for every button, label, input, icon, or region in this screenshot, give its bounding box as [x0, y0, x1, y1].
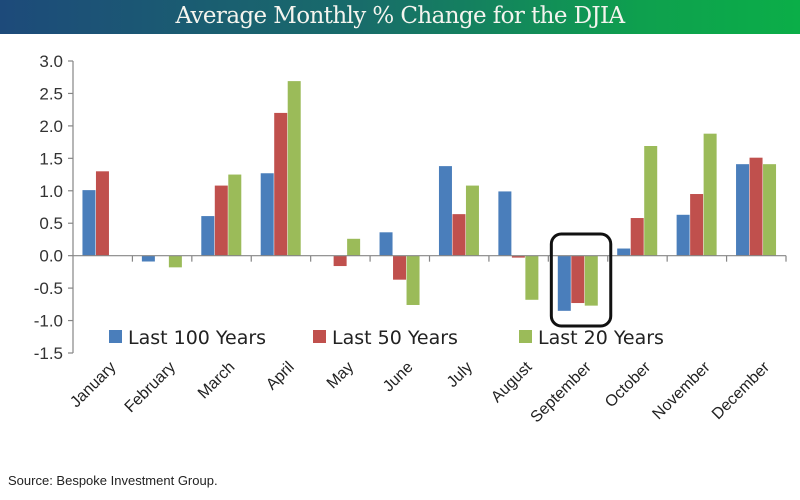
y-tick-label: 0.0: [39, 247, 63, 266]
y-tick-label: 2.5: [39, 84, 63, 103]
bar-last-100-years: [438, 166, 452, 256]
x-tick-label: June: [380, 359, 417, 396]
legend-swatch: [313, 330, 326, 343]
legend-label: Last 50 Years: [332, 327, 458, 349]
x-tick-label: May: [324, 359, 357, 392]
x-tick-label: December: [709, 358, 774, 423]
bar-last-100-years: [141, 255, 155, 262]
legend: Last 100 Years Last 50 Years Last 20 Years: [109, 327, 664, 349]
bar-last-100-years: [676, 214, 690, 256]
y-tick-label: 0.5: [39, 214, 63, 233]
bar-last-20-years: [525, 255, 539, 300]
bar-last-50-years: [690, 194, 704, 256]
x-tick-labels: January February March April May June July Augu…: [67, 358, 773, 426]
bar-last-20-years: [703, 133, 717, 256]
chart-title: Average Monthly % Change for the DJIA: [175, 3, 625, 29]
bar-last-50-years: [452, 214, 466, 256]
source-note: Source: Bespoke Investment Group.: [8, 473, 218, 488]
bar-last-20-years: [406, 255, 420, 305]
bar-last-20-years: [168, 255, 182, 268]
y-tick-label: 3.0: [39, 52, 63, 71]
y-tick-label: -1.0: [34, 312, 63, 331]
bar-last-50-years: [214, 185, 228, 256]
bar-last-100-years: [617, 248, 631, 256]
bar-last-20-years: [228, 174, 242, 256]
legend-label: Last 20 Years: [538, 327, 664, 349]
bar-last-20-years: [287, 81, 301, 256]
y-tick-label: 2.0: [39, 117, 63, 136]
legend-swatch: [519, 330, 532, 343]
bar-last-50-years: [511, 255, 525, 258]
bar-last-20-years: [584, 255, 598, 306]
bars: [82, 81, 777, 311]
bar-last-50-years: [95, 171, 109, 256]
y-tick-label: -1.5: [34, 344, 63, 363]
x-tick-label: April: [263, 359, 298, 394]
bar-last-100-years: [557, 255, 571, 311]
bar-last-50-years: [571, 255, 585, 304]
bar-last-50-years: [630, 218, 644, 256]
y-tick-label: 1.5: [39, 149, 63, 168]
bar-last-100-years: [736, 164, 750, 256]
x-axis: [73, 255, 787, 262]
x-tick-label: September: [528, 358, 596, 426]
y-axis: 3.0 2.5 2.0 1.5 1.0 0.5 0.0 -0.5 -1.0 -1.5: [34, 52, 74, 363]
highlight-box: [549, 232, 613, 328]
x-tick-label: February: [122, 359, 179, 416]
x-tick-label: November: [649, 358, 714, 423]
bar-last-100-years: [201, 216, 215, 256]
bar-last-20-years: [763, 164, 777, 256]
bar-last-100-years: [260, 173, 274, 256]
bar-last-20-years: [347, 238, 361, 256]
x-tick-label: January: [67, 359, 119, 411]
bar-last-20-years: [465, 185, 479, 256]
legend-label: Last 100 Years: [128, 327, 266, 349]
bar-last-50-years: [749, 157, 763, 256]
x-tick-label: July: [444, 359, 476, 391]
bar-last-50-years: [393, 255, 407, 280]
bar-last-50-years: [274, 112, 288, 256]
bar-last-50-years: [333, 255, 347, 267]
bar-last-100-years: [498, 191, 512, 256]
annotations: [549, 232, 613, 328]
y-tick-label: -0.5: [34, 279, 63, 298]
y-tick-label: 1.0: [39, 182, 63, 201]
bar-last-100-years: [379, 232, 393, 256]
bar-last-20-years: [644, 146, 658, 256]
title-banner: [0, 0, 800, 34]
x-tick-label: March: [195, 359, 238, 402]
legend-swatch: [109, 330, 122, 343]
x-tick-label: August: [488, 358, 536, 406]
bar-last-100-years: [82, 190, 96, 256]
x-tick-label: October: [602, 358, 655, 411]
